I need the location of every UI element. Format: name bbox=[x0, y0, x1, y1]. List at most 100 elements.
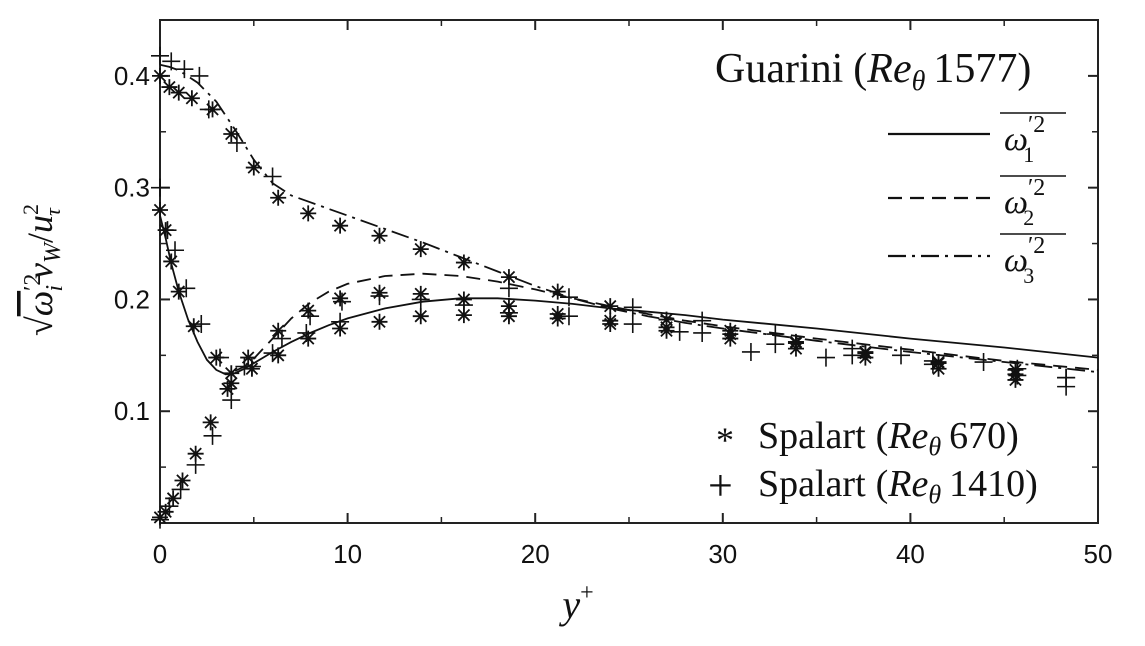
marker-star bbox=[300, 330, 317, 347]
series-line-solid bbox=[159, 215, 1099, 376]
legend-lines: ω′2 1 ω′2 2 ω′2 3 bbox=[888, 112, 1066, 288]
marker-plus bbox=[411, 290, 430, 309]
curves bbox=[159, 63, 1099, 376]
marker-star bbox=[161, 79, 178, 96]
marker-star bbox=[787, 340, 804, 357]
marker-star bbox=[602, 298, 619, 315]
legend-title: Guarini (Reθ 1577) bbox=[715, 46, 1031, 97]
marker-star bbox=[371, 227, 388, 244]
legend-markers: * Spalart (Reθ 670) + Spalart (Reθ 1410) bbox=[708, 415, 1038, 510]
marker-plus bbox=[160, 497, 179, 516]
marker-star bbox=[658, 322, 675, 339]
marker-star bbox=[500, 269, 517, 286]
svg-text:ω′22: ω′2 2 bbox=[1004, 175, 1045, 230]
svg-text:ω′21: ω′2 1 bbox=[1004, 112, 1045, 167]
marker-plus bbox=[499, 303, 518, 322]
marker-plus bbox=[222, 391, 241, 410]
marker-plus bbox=[186, 455, 205, 474]
series-line-dashed bbox=[234, 272, 1099, 372]
marker-plus bbox=[623, 298, 642, 317]
marker-star bbox=[332, 217, 349, 234]
marker-star bbox=[1007, 371, 1024, 388]
legend-label-spalart-670: Spalart (Reθ 670) bbox=[758, 415, 1019, 461]
x-tick-label: 50 bbox=[1084, 539, 1113, 569]
marker-star bbox=[152, 202, 168, 219]
marker-plus bbox=[151, 46, 169, 65]
marker-star bbox=[455, 307, 472, 324]
marker-star bbox=[270, 347, 287, 364]
marker-plus bbox=[203, 426, 222, 445]
marker-star bbox=[165, 490, 182, 507]
marker-star bbox=[300, 205, 317, 222]
marker-star bbox=[163, 253, 180, 270]
marker-plus bbox=[162, 52, 181, 71]
x-axis-label: y+ bbox=[558, 580, 593, 627]
marker-star bbox=[174, 472, 191, 489]
marker-star bbox=[170, 84, 187, 101]
marker-plus bbox=[623, 315, 642, 334]
marker-star bbox=[412, 308, 429, 325]
marker-plus bbox=[151, 178, 169, 197]
marker-plus bbox=[263, 167, 282, 186]
marker-plus bbox=[301, 307, 320, 326]
marker-star bbox=[930, 360, 947, 377]
marker-star bbox=[223, 126, 240, 143]
legend-label-omega1: ω′2 1 bbox=[1000, 112, 1066, 167]
marker-plus bbox=[272, 329, 291, 348]
marker-plus bbox=[151, 510, 169, 529]
x-tick-label: 30 bbox=[708, 539, 737, 569]
marker-plus bbox=[297, 323, 316, 342]
marker-plus bbox=[693, 311, 712, 330]
marker-plus bbox=[816, 348, 835, 367]
series-line-dashdot bbox=[159, 63, 1099, 373]
y-axis-label: √ω′2iνW/u2τ bbox=[18, 204, 68, 336]
marker-star bbox=[549, 283, 566, 300]
marker-plus bbox=[1008, 359, 1027, 378]
marker-plus bbox=[175, 60, 194, 79]
marker-plus bbox=[1057, 368, 1076, 387]
marker-star bbox=[549, 310, 566, 327]
marker-plus bbox=[923, 351, 942, 370]
svg-text:ω′23: ω′2 3 bbox=[1004, 233, 1045, 288]
marker-star bbox=[219, 380, 236, 397]
marker-star bbox=[170, 283, 187, 300]
marker-plus bbox=[332, 292, 351, 311]
legend-marker-star: * bbox=[716, 420, 734, 460]
legend-label-omega3: ω′2 3 bbox=[1000, 233, 1066, 288]
y-tick-label: 0.2 bbox=[114, 284, 150, 314]
x-tick-label: 10 bbox=[333, 539, 362, 569]
marker-star bbox=[371, 313, 388, 330]
y-ticks: 0.1 0.2 0.3 0.4 bbox=[114, 61, 1098, 468]
legend-marker-plus: + bbox=[708, 461, 733, 510]
marker-star bbox=[157, 503, 174, 520]
marker-plus bbox=[499, 279, 518, 298]
marker-plus bbox=[766, 325, 785, 344]
marker-plus bbox=[192, 315, 211, 334]
marker-plus bbox=[177, 279, 196, 298]
marker-plus bbox=[370, 287, 389, 306]
marker-star bbox=[270, 189, 287, 206]
svg-text:√ω′2iνW/u2τ: √ω′2iνW/u2τ bbox=[18, 204, 68, 336]
marker-star bbox=[223, 365, 240, 382]
x-tick-label: 40 bbox=[896, 539, 925, 569]
x-ticks: 0 10 20 30 40 50 bbox=[153, 20, 1113, 569]
marker-star bbox=[602, 316, 619, 333]
marker-plus bbox=[559, 307, 578, 326]
marker-plus bbox=[974, 353, 993, 372]
marker-plus bbox=[559, 288, 578, 307]
marker-star bbox=[202, 414, 219, 431]
marker-plus bbox=[892, 346, 911, 365]
legend-label-omega2: ω′2 2 bbox=[1000, 175, 1066, 230]
marker-star bbox=[187, 445, 204, 462]
marker-plus bbox=[158, 221, 177, 240]
marker-plus bbox=[199, 100, 218, 119]
marker-star bbox=[857, 349, 874, 366]
y-tick-label: 0.4 bbox=[114, 61, 150, 91]
marker-star bbox=[722, 330, 739, 347]
markers-spalart-1410 bbox=[151, 46, 1076, 529]
marker-star bbox=[300, 302, 317, 319]
marker-plus bbox=[166, 241, 185, 260]
marker-star bbox=[245, 159, 262, 176]
marker-star bbox=[152, 67, 168, 84]
